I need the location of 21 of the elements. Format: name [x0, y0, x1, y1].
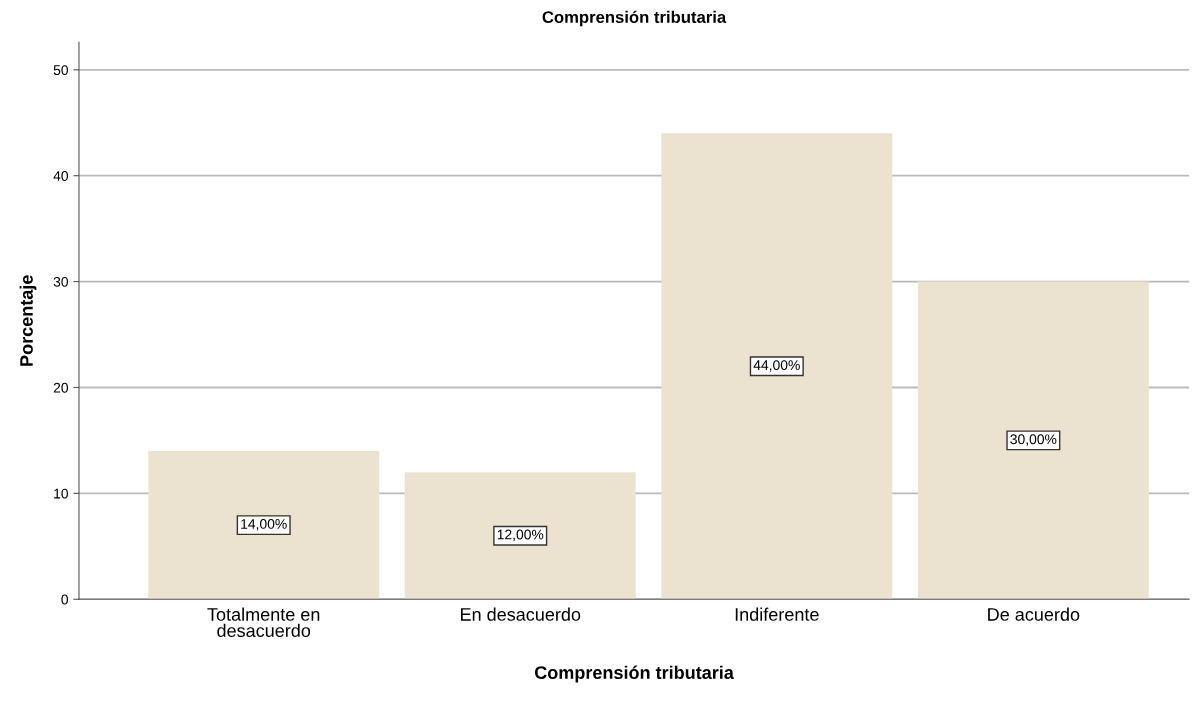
y-tick-label: 50: [53, 65, 69, 75]
chart-title: Comprensión tributaria: [542, 10, 727, 27]
y-tick-label: 10: [54, 488, 69, 499]
y-tick-label: 20: [53, 382, 69, 393]
x-tick-label: En desacuerdo: [461, 607, 581, 621]
data-label: 44,00%: [753, 360, 800, 372]
y-tick-label: 30: [53, 276, 69, 287]
data-label: 30,00%: [1010, 434, 1057, 446]
x-axis-title: Comprensión tributaria: [534, 665, 734, 683]
y-tick-label: 40: [53, 171, 69, 181]
y-tick-label: 0: [61, 594, 69, 605]
bar: [661, 133, 893, 600]
data-label: 12,00%: [497, 529, 544, 542]
x-tick-label: Totalmente en desacuerdo: [207, 607, 320, 638]
bar: [404, 472, 636, 600]
y-axis-title: Porcentaje: [19, 275, 37, 366]
bar: [148, 451, 380, 600]
x-tick-label: Indiferente: [735, 607, 819, 621]
bar: [917, 281, 1149, 600]
x-tick-label: De acuerdo: [988, 607, 1080, 621]
data-label: 14,00%: [241, 519, 287, 531]
